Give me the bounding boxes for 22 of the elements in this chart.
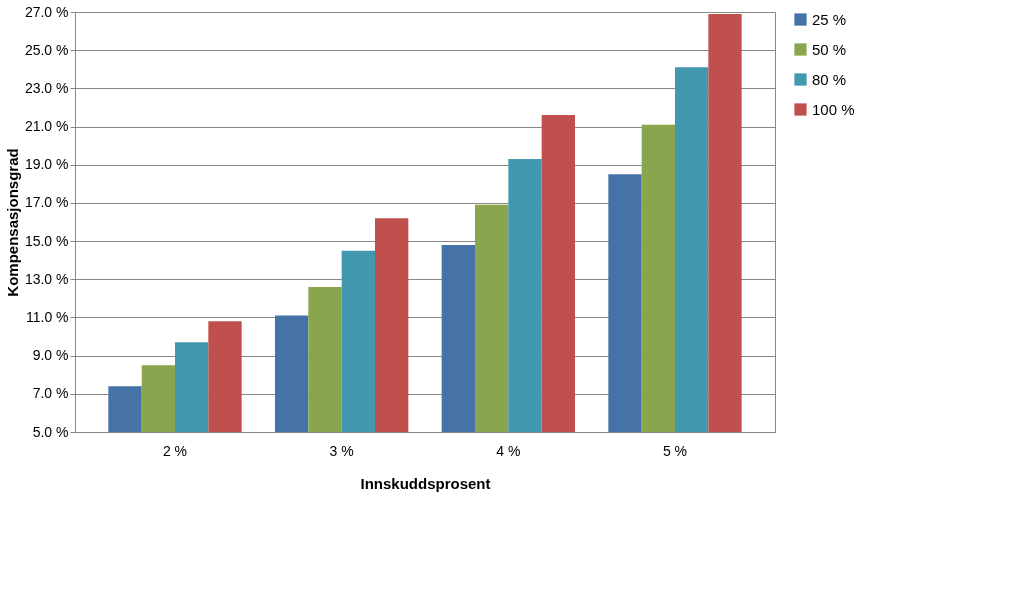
y-tick-label: 15.0 % (24, 232, 69, 249)
y-tick-label: 25.0 % (24, 41, 69, 58)
y-axis-title: Kompensasjonsgrad (3, 148, 21, 297)
x-tick-label: 2 % (162, 442, 188, 459)
legend-label: 25 % (812, 10, 847, 28)
y-tick-label: 27.0 % (24, 3, 69, 20)
legend-label: 50 % (812, 40, 847, 58)
y-tick-label: 13.0 % (24, 270, 69, 287)
y-tick-label: 7.0 % (32, 385, 69, 402)
legend-label: 80 % (812, 70, 847, 88)
legend-label: 100 % (812, 100, 855, 118)
y-tick-label: 17.0 % (24, 194, 69, 211)
y-tick-label: 9.0 % (32, 347, 69, 364)
y-tick-label: 19.0 % (24, 156, 69, 173)
y-tick-label: 23.0 % (24, 79, 69, 96)
y-tick-label: 21.0 % (24, 118, 69, 135)
x-axis-title: Innskuddsprosent (360, 474, 491, 492)
y-tick-label: 11.0 % (25, 308, 69, 325)
x-tick-label: 4 % (496, 442, 521, 459)
x-tick-label: 3 % (329, 442, 354, 459)
y-tick-label: 5.0 % (32, 423, 69, 440)
x-tick-label: 5 % (662, 442, 688, 459)
